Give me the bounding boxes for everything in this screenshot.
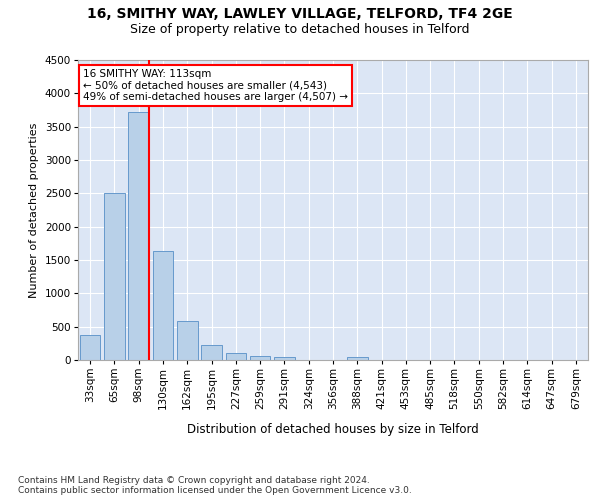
Bar: [347, 356, 368, 360]
Text: Distribution of detached houses by size in Telford: Distribution of detached houses by size …: [187, 422, 479, 436]
Bar: [226, 353, 246, 360]
Bar: [152, 252, 173, 360]
Bar: [80, 336, 100, 360]
Bar: [250, 356, 271, 360]
Y-axis label: Number of detached properties: Number of detached properties: [29, 122, 39, 298]
Bar: [128, 112, 149, 360]
Bar: [177, 320, 197, 360]
Text: Size of property relative to detached houses in Telford: Size of property relative to detached ho…: [130, 22, 470, 36]
Bar: [274, 358, 295, 360]
Bar: [104, 194, 125, 360]
Text: Contains HM Land Registry data © Crown copyright and database right 2024.
Contai: Contains HM Land Registry data © Crown c…: [18, 476, 412, 495]
Bar: [201, 345, 222, 360]
Text: 16, SMITHY WAY, LAWLEY VILLAGE, TELFORD, TF4 2GE: 16, SMITHY WAY, LAWLEY VILLAGE, TELFORD,…: [87, 8, 513, 22]
Text: 16 SMITHY WAY: 113sqm
← 50% of detached houses are smaller (4,543)
49% of semi-d: 16 SMITHY WAY: 113sqm ← 50% of detached …: [83, 69, 348, 102]
